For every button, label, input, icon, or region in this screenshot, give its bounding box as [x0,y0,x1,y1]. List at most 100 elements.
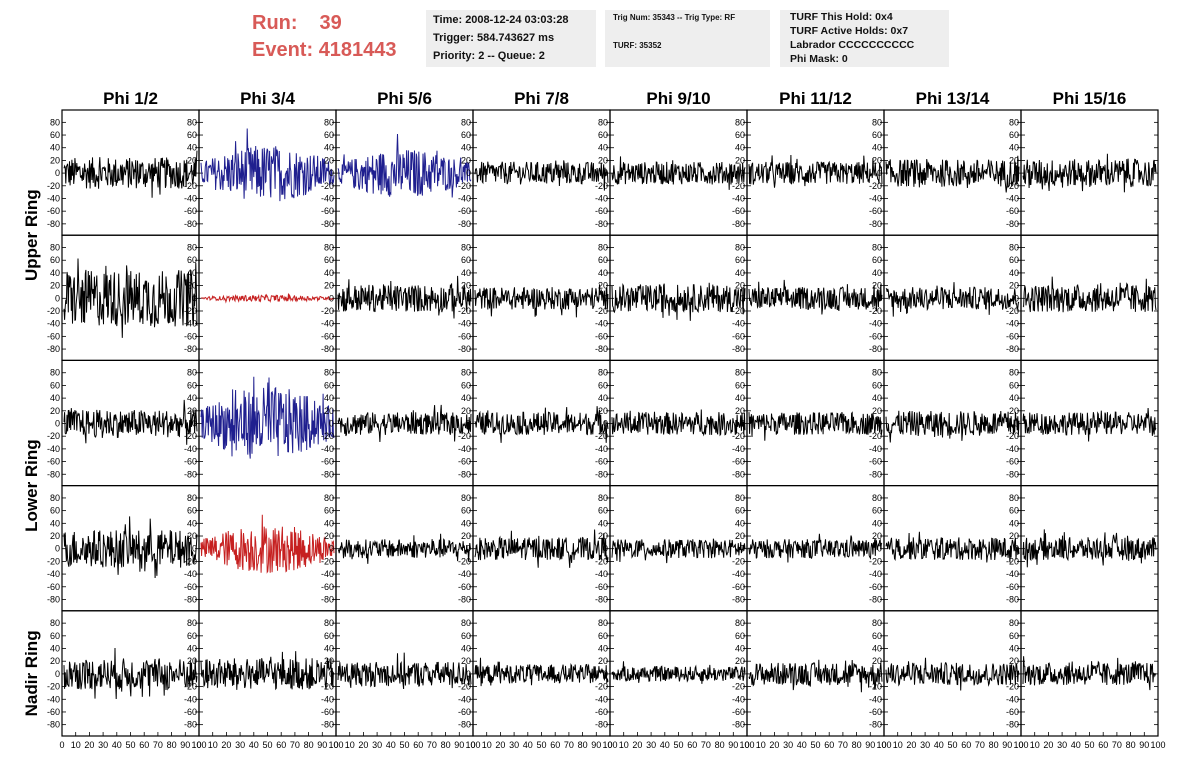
x-tick-label: 70 [564,740,574,750]
waveform-series [474,160,609,191]
x-tick-label: 30 [509,740,519,750]
y-tick-label: 40 [872,268,882,278]
x-tick-label: 40 [386,740,396,750]
y-tick-label: -80 [184,344,197,354]
x-tick-label: 30 [235,740,245,750]
y-tick-label: 80 [461,618,471,628]
y-tick-label: -40 [458,319,471,329]
y-tick-label: 80 [461,368,471,378]
y-tick-label: 40 [461,268,471,278]
trig-num-text: Trig Num: 35343 -- Trig Type: RF [613,13,736,22]
y-tick-label: 80 [872,618,882,628]
y-tick-label: -80 [869,219,882,229]
y-tick-label: 20 [872,281,882,291]
x-tick-label: 20 [632,740,642,750]
x-tick-label: 20 [221,740,231,750]
y-tick-label: -40 [458,569,471,579]
waveform-series [748,533,883,563]
y-tick-label: -60 [321,707,334,717]
y-tick-label: 80 [598,117,608,127]
y-tick-label: 40 [50,644,60,654]
y-tick-label: 80 [735,493,745,503]
x-tick-label: 90 [1139,740,1149,750]
y-tick-label: 40 [324,518,334,528]
x-tick-label: 10 [1030,740,1040,750]
y-tick-label: 0 [466,168,471,178]
y-tick-label: 0 [55,293,60,303]
y-tick-label: 0 [55,544,60,554]
waveform-series [63,647,198,700]
y-tick-label: -60 [732,582,745,592]
y-tick-label: 40 [324,393,334,403]
y-tick-label: -80 [458,469,471,479]
y-tick-label: -20 [458,556,471,566]
y-tick-label: 40 [187,393,197,403]
y-tick-label: 40 [1009,268,1019,278]
y-tick-label: 40 [50,393,60,403]
y-tick-label: -80 [47,720,60,730]
y-tick-label: -20 [1006,181,1019,191]
y-tick-label: -80 [595,469,608,479]
y-tick-label: -40 [1006,569,1019,579]
waveform-series [611,538,746,564]
y-tick-label: 80 [324,618,334,628]
y-tick-label: 80 [187,368,197,378]
y-tick-label: -80 [321,594,334,604]
y-tick-label: 20 [187,656,197,666]
y-tick-label: -60 [184,331,197,341]
x-tick-label: 70 [290,740,300,750]
x-tick-label: 100 [1013,740,1028,750]
waveform-series [200,376,335,459]
y-tick-label: 80 [1009,493,1019,503]
y-tick-label: 80 [187,117,197,127]
column-header: Phi 9/10 [646,89,710,108]
x-tick-label: 10 [345,740,355,750]
event-value: 4181443 [318,39,397,61]
y-tick-label: -20 [47,431,60,441]
y-tick-label: 20 [598,281,608,291]
y-tick-label: -20 [458,181,471,191]
y-tick-label: 20 [461,406,471,416]
y-tick-label: -20 [1006,306,1019,316]
panel-frame [883,359,1022,487]
y-tick-label: -80 [458,219,471,229]
y-tick-label: -40 [1006,193,1019,203]
waveform-series [1022,153,1157,193]
y-tick-label: -20 [869,306,882,316]
y-tick-label: 0 [877,669,882,679]
y-tick-label: 0 [740,419,745,429]
x-tick-label: 90 [865,740,875,750]
y-tick-label: 60 [1009,506,1019,516]
y-tick-label: -20 [595,306,608,316]
y-tick-label: 60 [50,506,60,516]
row-label: Upper Ring [22,189,41,281]
y-tick-label: 60 [1009,380,1019,390]
y-tick-label: -20 [184,181,197,191]
waveform-series [337,652,472,690]
y-tick-label: -20 [321,682,334,692]
y-tick-label: 60 [50,130,60,140]
y-tick-label: 20 [461,155,471,165]
y-tick-label: 60 [324,631,334,641]
trigger-text: Trigger: 584.743627 ms [433,32,555,44]
y-tick-label: -80 [869,594,882,604]
x-tick-label: 30 [783,740,793,750]
y-tick-label: -80 [321,344,334,354]
column-header: Phi 11/12 [779,89,852,108]
waveform-series [885,155,1020,193]
y-tick-label: 80 [461,117,471,127]
column-header: Phi 13/14 [916,89,990,108]
y-tick-label: -20 [595,556,608,566]
y-tick-label: 40 [735,268,745,278]
y-tick-label: 80 [50,493,60,503]
y-tick-label: -80 [595,720,608,730]
y-tick-label: 60 [187,380,197,390]
y-tick-label: -20 [869,682,882,692]
y-tick-label: -20 [184,306,197,316]
x-tick-label: 80 [1126,740,1136,750]
x-tick-label: 70 [701,740,711,750]
y-tick-label: 80 [735,117,745,127]
y-tick-label: -40 [869,319,882,329]
x-tick-label: 70 [1112,740,1122,750]
x-tick-label: 50 [262,740,272,750]
